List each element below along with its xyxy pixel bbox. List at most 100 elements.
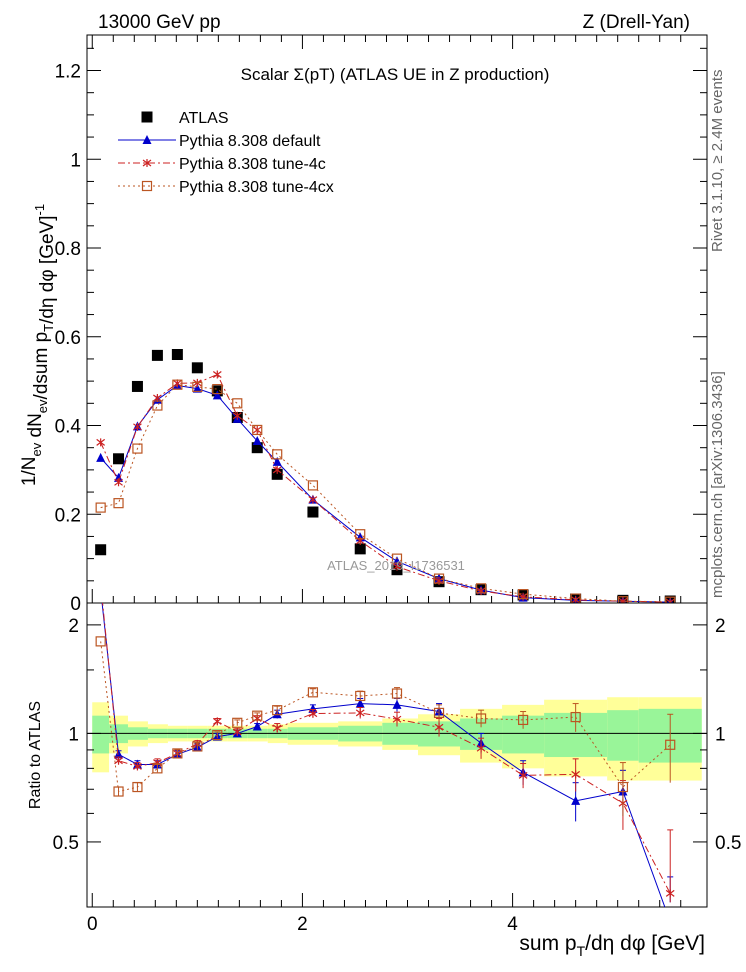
data-point bbox=[252, 436, 262, 446]
ratio-xtick-label: 2 bbox=[297, 914, 308, 935]
data-point bbox=[95, 544, 107, 556]
ratio-point bbox=[476, 744, 486, 753]
legend-label: Pythia 8.308 default bbox=[179, 133, 321, 150]
ratio-point bbox=[475, 713, 487, 724]
data-point bbox=[232, 411, 242, 420]
data-point bbox=[617, 596, 629, 603]
data-point bbox=[251, 442, 263, 454]
series-pythia-8-308-tune-4cx bbox=[95, 379, 676, 603]
ratio-xtick-label: 4 bbox=[507, 914, 518, 935]
ratio-point bbox=[114, 756, 123, 765]
data-point bbox=[308, 495, 318, 504]
ratio-point bbox=[355, 690, 366, 702]
ratio-point bbox=[433, 707, 445, 718]
main-ytick-label: 0.6 bbox=[55, 328, 81, 349]
data-point bbox=[232, 398, 243, 409]
main-ytick-label: 1.2 bbox=[55, 62, 81, 83]
ratio-series-pythia-8-308-tune-4c bbox=[97, 580, 675, 903]
data-point bbox=[665, 596, 676, 603]
legend: ATLAS Pythia 8.308 default Pythia 8.308 tu… bbox=[118, 110, 334, 196]
header-left: 13000 GeV pp bbox=[98, 12, 221, 33]
ratio-point bbox=[97, 580, 105, 588]
data-point bbox=[307, 506, 319, 518]
ratio-point bbox=[212, 717, 222, 726]
data-point bbox=[518, 589, 529, 600]
main-ytick-label: 0.2 bbox=[55, 505, 81, 526]
data-point bbox=[212, 384, 223, 395]
data-point bbox=[132, 443, 143, 454]
band-inner-bin bbox=[92, 715, 110, 754]
data-point bbox=[131, 380, 143, 392]
data-point bbox=[151, 349, 163, 361]
series-line bbox=[100, 384, 671, 603]
ratio-series bbox=[95, 580, 676, 907]
data-point bbox=[618, 597, 628, 603]
ratio-ytick-label: 0.5 bbox=[53, 833, 79, 854]
ratio-point bbox=[570, 711, 581, 723]
ratio-point bbox=[252, 721, 262, 731]
ratio-point bbox=[355, 708, 365, 717]
data-point bbox=[475, 583, 487, 594]
data-point bbox=[171, 349, 183, 360]
data-point bbox=[172, 379, 183, 390]
ratio-point bbox=[355, 698, 365, 708]
data-point bbox=[113, 453, 125, 465]
data-point bbox=[113, 498, 124, 509]
ratio-point bbox=[308, 709, 318, 718]
data-point bbox=[272, 456, 282, 466]
legend-marker bbox=[141, 180, 153, 192]
ratio-point bbox=[308, 703, 318, 713]
ratio-ytick-label: 2 bbox=[68, 616, 79, 637]
ratio-point bbox=[571, 770, 581, 779]
data-point bbox=[114, 472, 124, 482]
ratio-point bbox=[272, 724, 282, 733]
ratio-point bbox=[152, 763, 163, 774]
legend-label: Pythia 8.308 tune-4cx bbox=[179, 179, 334, 196]
data-point bbox=[354, 543, 366, 555]
chart-title: Scalar Σ(pT) (ATLAS UE in Z production) bbox=[241, 65, 550, 84]
main-ytick-label: 1 bbox=[70, 150, 81, 171]
data-point bbox=[307, 480, 319, 491]
ratio-ytick-label-right: 2 bbox=[715, 616, 726, 637]
ratio-point bbox=[434, 723, 444, 732]
x-axis-label-text: sum pT/dη dφ [GeV] bbox=[519, 932, 705, 959]
data-point bbox=[252, 424, 263, 436]
legend-marker bbox=[142, 159, 152, 167]
analysis-watermark: ATLAS_2019_I1736531 bbox=[327, 558, 465, 573]
data-point bbox=[192, 383, 202, 393]
ratio-point bbox=[114, 749, 124, 759]
data-point bbox=[391, 553, 403, 564]
ratio-point bbox=[617, 781, 629, 793]
ratio-point bbox=[192, 741, 203, 752]
ratio-point bbox=[113, 786, 124, 797]
ratio-point bbox=[252, 710, 263, 721]
data-point bbox=[152, 400, 163, 411]
data-point bbox=[271, 468, 283, 480]
data-point bbox=[96, 452, 106, 462]
ratio-point bbox=[95, 636, 106, 647]
data-point bbox=[212, 390, 222, 400]
main-ytick-label: 0 bbox=[70, 594, 81, 615]
ratio-point bbox=[133, 762, 142, 771]
ratio-ytick-label-right: 0.5 bbox=[715, 833, 741, 854]
data-point bbox=[272, 465, 282, 474]
ratio-panel: 0 2 40.5 0.51 12 2 bbox=[53, 580, 741, 935]
ratio-point bbox=[212, 729, 223, 741]
data-point bbox=[96, 438, 106, 447]
ratio-point bbox=[272, 705, 283, 716]
main-panel: 0 0.2 0.4 0.6 0.8 1 1.2 bbox=[55, 34, 708, 615]
ratio-point bbox=[132, 781, 143, 793]
ratio-point bbox=[232, 717, 243, 728]
data-point bbox=[570, 593, 581, 603]
ratio-point bbox=[518, 771, 528, 780]
data-point bbox=[665, 598, 675, 603]
main-ylabel: 1/Nev dNev/dsum pT/dη dφ [GeV]-1 bbox=[19, 204, 58, 486]
ratio-point bbox=[665, 739, 676, 750]
data-point bbox=[212, 370, 222, 379]
main-ylabel-text: 1/Nev dNev/dsum pT/dη dφ [GeV]-1 bbox=[19, 204, 58, 486]
data-point bbox=[114, 478, 123, 487]
series-pythia-8-308-tune-4c bbox=[96, 370, 675, 603]
ratio-ytick-label-right: 1 bbox=[715, 724, 726, 745]
ratio-ylabel: Ratio to ATLAS bbox=[27, 701, 44, 809]
